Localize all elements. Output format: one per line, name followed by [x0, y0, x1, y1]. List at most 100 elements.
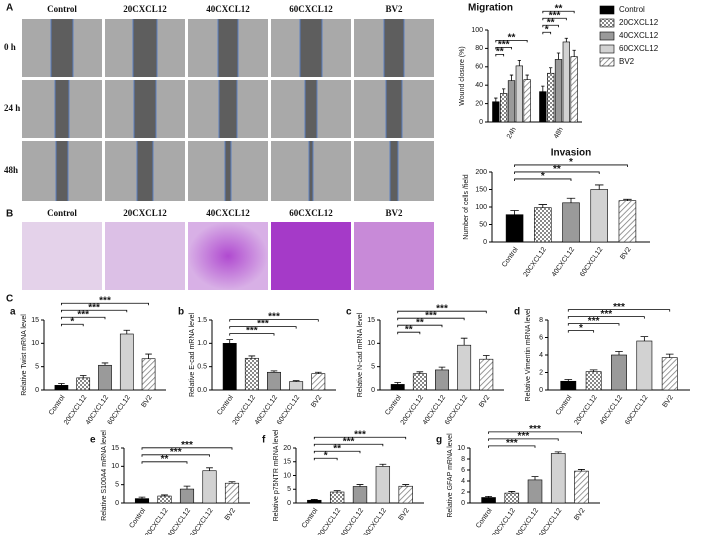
- bar: [505, 214, 524, 243]
- error-bar: [566, 197, 576, 203]
- error-bar: [502, 88, 506, 94]
- error-bar: [510, 210, 519, 215]
- error-bar: [564, 379, 573, 382]
- y-axis-label: Relative Twist mRNA level: [21, 314, 28, 396]
- x-tick-label: Control: [48, 394, 67, 417]
- bar: [560, 380, 577, 391]
- x-tick-label: Control: [475, 507, 494, 530]
- significance-label: ***: [613, 302, 625, 313]
- error-bar: [508, 491, 516, 494]
- wound-gap: [305, 80, 317, 138]
- bar: [289, 381, 304, 391]
- error-bar: [402, 484, 410, 487]
- x-tick-label: Control: [501, 246, 520, 269]
- x-tick-label: 60CXCL12: [579, 246, 604, 278]
- significance-label: ***: [498, 40, 510, 51]
- significance-bracket: [229, 326, 297, 329]
- y-tick-label: 0: [539, 387, 543, 394]
- y-tick-label: 60: [475, 64, 483, 71]
- y-tick-label: 0: [287, 500, 291, 507]
- x-tick-label: 60CXCL12: [538, 507, 563, 535]
- x-tick-label: 24h: [506, 126, 518, 140]
- error-bar: [556, 52, 561, 60]
- wound-gap: [384, 19, 404, 77]
- error-bar: [292, 380, 300, 382]
- significance-label: ***: [506, 438, 518, 449]
- significance-label: ***: [600, 309, 612, 320]
- bar: [570, 56, 578, 123]
- image-column-label: 40CXCL12: [206, 208, 250, 218]
- image-column-label: 20CXCL12: [123, 208, 167, 218]
- significance-bracket: [397, 317, 465, 321]
- y-tick-label: 10: [283, 472, 291, 479]
- y-tick-label: 1.5: [197, 317, 207, 324]
- significance-label: ***: [170, 447, 182, 458]
- panel-label: d: [514, 307, 520, 318]
- y-tick-label: 0: [371, 387, 375, 394]
- error-bar: [314, 371, 322, 374]
- significance-bracket: [488, 438, 559, 441]
- error-bar: [138, 496, 146, 499]
- error-bar: [640, 336, 649, 341]
- bar: [547, 72, 555, 123]
- significance-bracket: [61, 302, 149, 306]
- significance-label: ***: [257, 319, 269, 330]
- y-tick-label: 0: [479, 119, 483, 126]
- significance-label: ***: [268, 312, 280, 323]
- significance-bracket: [229, 319, 319, 322]
- wound-gap: [390, 141, 398, 201]
- bar: [435, 369, 449, 391]
- significance-label: **: [161, 454, 169, 465]
- y-tick-label: 100: [475, 204, 487, 211]
- significance-bracket: [495, 53, 505, 57]
- significance-label: ***: [77, 309, 89, 320]
- wound-gap: [51, 19, 73, 77]
- legend-swatch: [599, 5, 615, 15]
- x-tick-label: 40CXCL12: [551, 246, 576, 278]
- error-bar: [564, 37, 568, 42]
- x-tick-label: Control: [384, 394, 403, 417]
- figure-label: C: [6, 294, 13, 305]
- panel-label: g: [436, 435, 442, 446]
- error-bar: [494, 97, 498, 102]
- y-tick-label: 5: [371, 364, 375, 371]
- significance-bracket: [61, 316, 106, 320]
- image-row-label: 48h: [4, 165, 18, 175]
- significance-label: ***: [529, 424, 541, 435]
- x-tick-label: 20CXCL12: [492, 507, 517, 535]
- error-bar: [226, 339, 234, 344]
- bar: [611, 354, 627, 391]
- error-bar: [248, 355, 256, 359]
- significance-label: **: [553, 164, 561, 175]
- y-axis-label: Relative p75NTR mRNA level: [273, 429, 280, 521]
- y-tick-label: 15: [31, 317, 39, 324]
- y-tick-label: 0: [35, 387, 39, 394]
- image-column-label: 40CXCL12: [206, 4, 250, 14]
- x-tick-label: 40CXCL12: [515, 507, 540, 535]
- bar: [390, 384, 405, 391]
- significance-bracket: [495, 39, 528, 43]
- significance-bracket: [313, 457, 338, 461]
- legend-label: BV2: [619, 57, 635, 66]
- significance-label: ***: [181, 440, 193, 451]
- y-tick-label: 50: [479, 221, 487, 228]
- x-tick-label: Control: [301, 507, 320, 530]
- bar: [585, 371, 602, 391]
- image-row-label: 24 h: [4, 103, 20, 113]
- bar: [636, 340, 653, 391]
- significance-bracket: [397, 324, 443, 328]
- significance-bracket: [542, 17, 567, 21]
- bar: [574, 470, 589, 504]
- error-bar: [101, 362, 109, 366]
- x-tick-label: 20CXCL12: [144, 507, 169, 535]
- significance-bracket: [61, 309, 128, 313]
- error-bar: [485, 496, 493, 498]
- bar: [222, 343, 237, 391]
- x-tick-label: 60CXCL12: [624, 394, 649, 426]
- error-bar: [310, 499, 318, 501]
- legend-label: 40CXCL12: [619, 31, 659, 40]
- legend-label: 60CXCL12: [619, 44, 659, 53]
- wound-gap: [225, 141, 231, 201]
- error-bar: [356, 484, 364, 487]
- error-bar: [482, 355, 490, 360]
